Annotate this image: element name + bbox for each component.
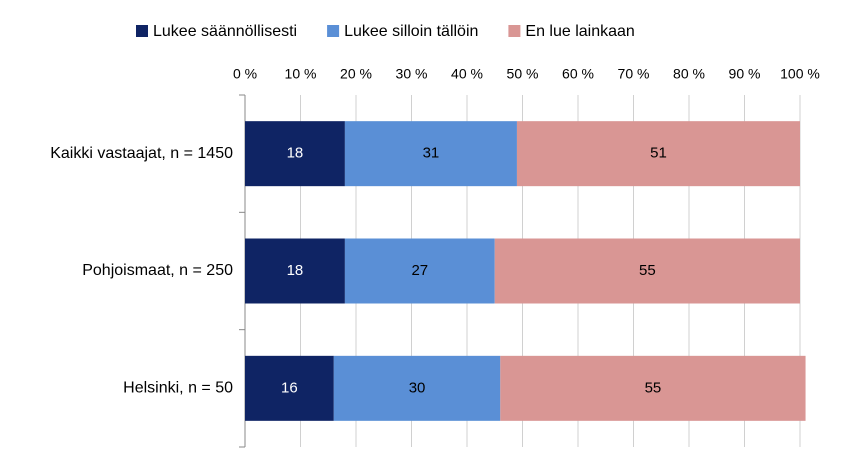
data-label: 27 bbox=[411, 262, 428, 279]
bar-segment bbox=[500, 355, 806, 421]
data-label: 18 bbox=[287, 145, 304, 162]
bar-segment bbox=[245, 355, 334, 421]
x-tick-label: 90 % bbox=[729, 66, 761, 82]
data-label: 30 bbox=[409, 379, 426, 396]
bar-segment bbox=[245, 121, 345, 187]
x-tick-label: 50 % bbox=[507, 66, 539, 82]
legend-label: Lukee silloin tällöin bbox=[344, 23, 478, 40]
bar-segment bbox=[516, 121, 800, 187]
data-label: 16 bbox=[281, 379, 298, 396]
bar-segment bbox=[245, 238, 345, 304]
legend-label: En lue lainkaan bbox=[525, 23, 634, 40]
x-tick-label: 60 % bbox=[562, 66, 594, 82]
legend-swatch bbox=[508, 25, 521, 37]
legend-swatch bbox=[136, 25, 148, 37]
x-tick-label: 20 % bbox=[340, 66, 372, 82]
category-label: Pohjoismaat, n = 250 bbox=[82, 262, 233, 279]
bar-segment bbox=[494, 238, 800, 304]
data-label: 55 bbox=[639, 262, 656, 279]
bar-segment bbox=[344, 121, 517, 187]
category-label: Kaikki vastaajat, n = 1450 bbox=[50, 145, 233, 162]
bar-segment bbox=[344, 238, 495, 304]
x-tick-label: 70 % bbox=[618, 66, 650, 82]
bar-segment bbox=[333, 355, 501, 421]
x-tick-label: 0 % bbox=[233, 66, 257, 82]
legend-label: Lukee säännöllisesti bbox=[153, 23, 297, 40]
legend-swatch bbox=[327, 25, 340, 37]
category-label: Helsinki, n = 50 bbox=[123, 380, 233, 397]
x-tick-label: 100 % bbox=[780, 66, 820, 82]
x-tick-label: 10 % bbox=[285, 66, 317, 82]
x-tick-label: 40 % bbox=[451, 66, 483, 82]
x-tick-label: 30 % bbox=[396, 66, 428, 82]
data-label: 51 bbox=[650, 145, 667, 162]
data-label: 55 bbox=[645, 379, 662, 396]
x-tick-label: 80 % bbox=[673, 66, 705, 82]
data-label: 18 bbox=[287, 262, 304, 279]
data-label: 31 bbox=[423, 145, 440, 162]
